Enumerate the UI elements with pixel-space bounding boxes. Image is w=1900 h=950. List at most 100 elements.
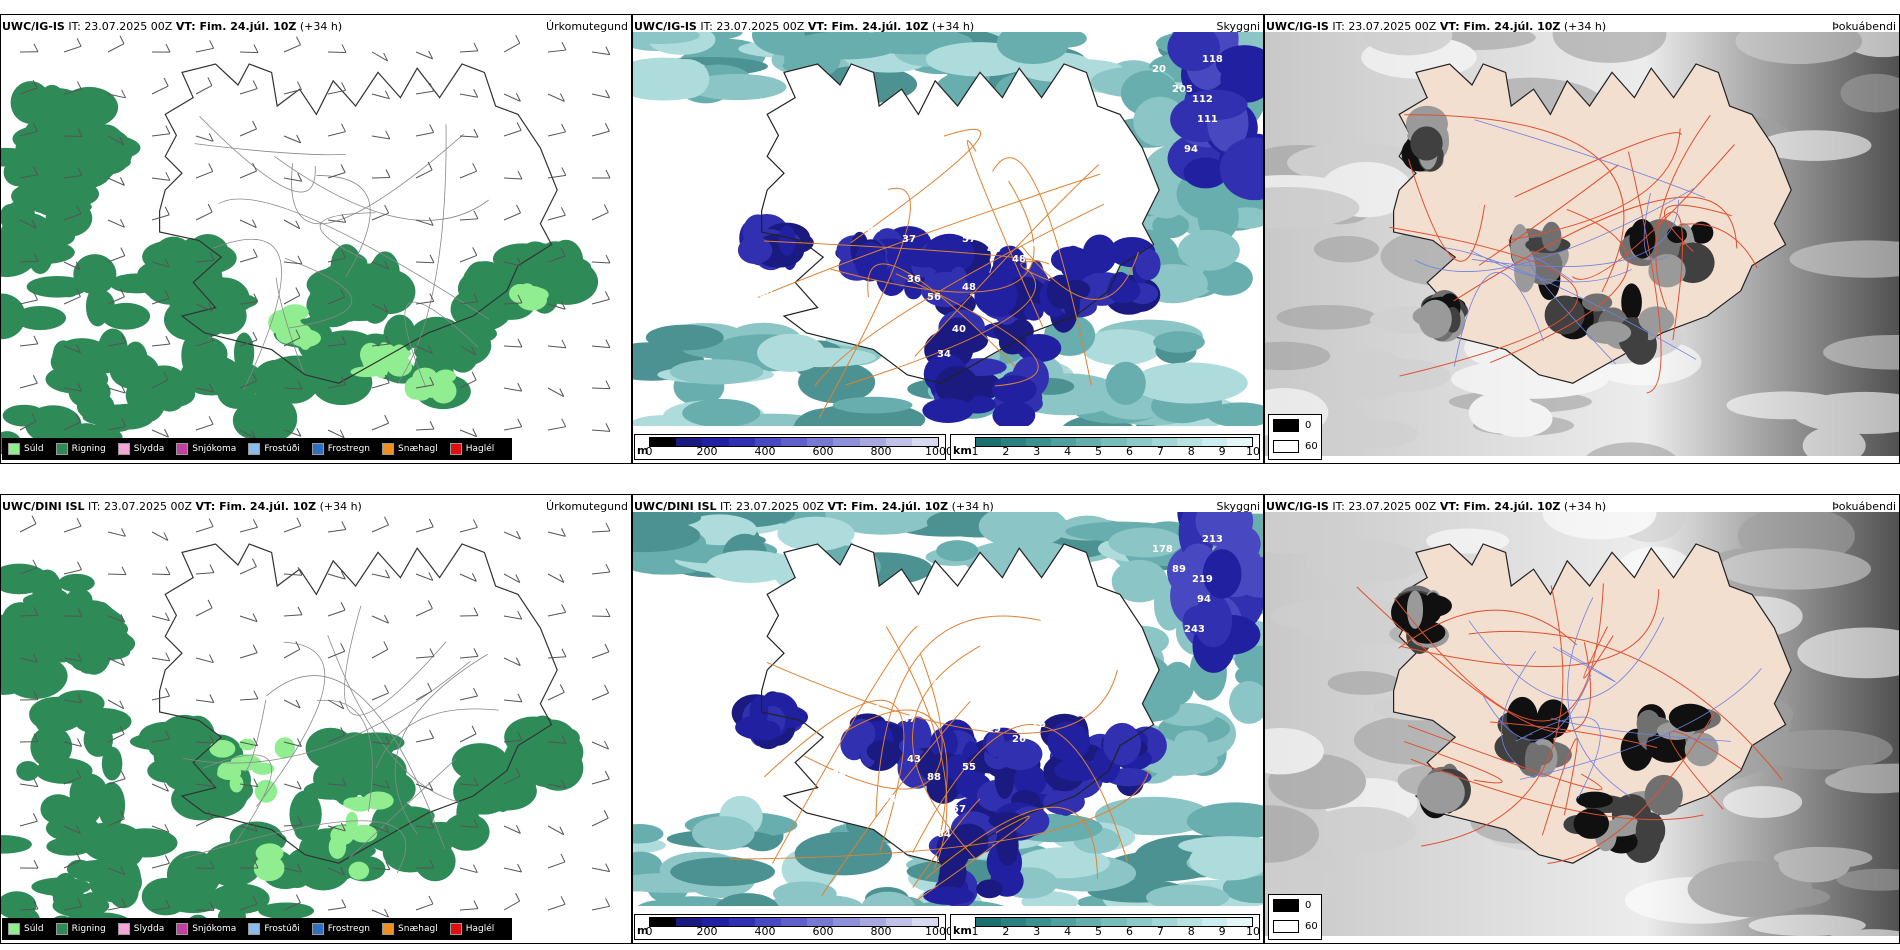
ceiling-value-label: 6: [922, 314, 929, 325]
legend-swatch: [311, 923, 324, 935]
colorbar-tick: 2: [1002, 925, 1010, 938]
legend-swatch: [248, 443, 261, 455]
ceiling-value-label: 32: [892, 179, 906, 190]
legend-label: Frostregn: [327, 924, 371, 934]
init-time: IT: 23.07.2025 00Z: [1328, 20, 1440, 33]
ceiling-value-label: 50: [792, 139, 806, 150]
precip-map: [0, 32, 632, 456]
legend-item: Frostúði: [248, 443, 300, 455]
panel-title: UWC/IG-IS IT: 23.07.2025 00Z VT: Fim. 24…: [1266, 20, 1606, 33]
precip-type-legend: Súld Rigning Slydda Snjókoma Frostúði Frostre…: [2, 918, 513, 940]
panel-title: UWC/IG-IS IT: 23.07.2025 00Z VT: Fim. 24…: [2, 20, 342, 33]
legend-item: 60: [1273, 440, 1318, 453]
legend-swatch: [1273, 419, 1299, 432]
ceiling-value-label: 94: [1184, 144, 1198, 155]
legend-swatch: [117, 923, 130, 935]
wind-barbs: [19, 35, 611, 440]
model-name: UWC/IG-IS: [2, 20, 65, 33]
ceiling-value-label: 118: [1202, 54, 1223, 65]
ceiling-value-label: 40: [952, 324, 966, 335]
legend-swatch: [176, 923, 189, 935]
lead-time: (+34 h): [1560, 20, 1607, 33]
legend-label: 0: [1305, 420, 1312, 431]
ceiling-value-label: 29: [832, 769, 846, 780]
ceiling-value-label: 55: [962, 762, 976, 773]
ceiling-value-label: 63: [752, 769, 766, 780]
ceiling-value-label: 36: [932, 199, 946, 210]
ceiling-value-label: 89: [1172, 564, 1186, 575]
valid-time: VT: Fim. 24.júl. 10Z: [807, 20, 929, 33]
ceiling-value-label: 29: [987, 724, 1001, 735]
visibility-colorbar: km 1 2 3 4 5 6 7 8 9 10: [950, 434, 1260, 460]
panel-field-name: Úrkomutegund: [546, 20, 628, 33]
legend-swatch: [8, 923, 20, 935]
colorbar-tick: 800: [870, 445, 892, 458]
ceiling-value-label: 64: [937, 829, 951, 840]
legend-label: Súld: [24, 444, 44, 454]
ceiling-value-label: 56: [862, 196, 876, 207]
map-area: [1264, 32, 1900, 456]
coastline: [159, 543, 558, 864]
ceiling-value-label: 80: [867, 224, 881, 235]
model-name: UWC/DINI ISL: [2, 500, 85, 513]
legend-item: Slydda: [117, 923, 164, 935]
legend-swatch: [1273, 440, 1299, 453]
model-name: UWC/IG-IS: [634, 20, 697, 33]
legend-item: 0: [1273, 419, 1311, 432]
ceiling-value-label: 31: [867, 704, 881, 715]
colorbar-tick: 8: [1187, 925, 1195, 938]
lead-time: (+34 h): [1560, 500, 1607, 513]
ceiling-value-label: 46: [1032, 239, 1046, 250]
colorbar-tick: 800: [870, 925, 892, 938]
ceiling-value-label: 43: [907, 754, 921, 765]
ceiling-value-label: 883: [882, 794, 903, 805]
legend-item: Súld: [8, 443, 44, 455]
legend-swatch: [382, 923, 395, 935]
init-time: IT: 23.07.2025 00Z: [716, 500, 828, 513]
legend-swatch: [449, 443, 462, 455]
legend-label: Súld: [24, 924, 44, 934]
legend-label: Slydda: [133, 444, 165, 454]
legend-label: Rigning: [71, 924, 106, 934]
ceiling-value-label: 48: [787, 289, 801, 300]
legend-label: 0: [1305, 900, 1312, 911]
legend-label: Snæhagl: [398, 924, 438, 934]
legend-item: Snjókoma: [176, 923, 236, 935]
lead-time: (+34 h): [316, 500, 362, 513]
colorbar-tick: 1000: [925, 445, 953, 458]
colorbar-tick: 1: [971, 925, 979, 938]
init-time: IT: 23.07.2025 00Z: [1328, 500, 1440, 513]
legend-item: 60: [1273, 920, 1318, 933]
visibility-ceiling-map: 118 112 111 94 205 20 32 32 56 80 18 40 50 36 37 57 45 48…: [632, 32, 1264, 426]
lead-time: (+34 h): [948, 500, 994, 513]
legend-label: Haglél: [465, 924, 495, 934]
legend-label: Snjókoma: [192, 924, 237, 934]
init-time: IT: 23.07.2025 00Z: [84, 500, 196, 513]
ceiling-value-label: 370: [767, 379, 788, 390]
valid-time: VT: Fim. 24.júl. 10Z: [195, 500, 317, 513]
ceiling-value-label: 37: [902, 234, 916, 245]
colorbar-tick: 600: [812, 445, 834, 458]
colorbar-tick: 5: [1095, 925, 1103, 938]
ceiling-colorbar: m 0 200 400 600 800 1000: [634, 434, 953, 460]
legend-item: Snæhagl: [382, 923, 438, 935]
legend-label: Snæhagl: [398, 444, 438, 454]
ceiling-value-label: 34: [937, 349, 951, 360]
ceiling-value-label: 57: [952, 804, 966, 815]
ceiling-value-label: 44: [962, 714, 976, 725]
legend-label: 60: [1305, 441, 1318, 452]
fog-index-legend: 0 60: [1268, 894, 1322, 940]
panel-field-name: Skyggni: [1216, 20, 1260, 33]
ceiling-value-label: 52: [897, 339, 911, 350]
ceiling-value-label: 122: [852, 659, 873, 670]
init-time: IT: 23.07.2025 00Z: [696, 20, 808, 33]
colorbar-tick: 1000: [925, 925, 953, 938]
panel-title: UWC/IG-IS IT: 23.07.2025 00Z VT: Fim. 24…: [1266, 500, 1606, 513]
legend-swatch: [449, 923, 462, 935]
ceiling-value-label: 34: [862, 676, 876, 687]
colorbar-tick: 3: [1033, 925, 1041, 938]
fog-index-legend: 0 60: [1268, 414, 1322, 460]
legend-item: Haglél: [449, 923, 495, 935]
ceiling-value-label: 205: [1172, 84, 1193, 95]
colorbar-tick: 1: [971, 445, 979, 458]
